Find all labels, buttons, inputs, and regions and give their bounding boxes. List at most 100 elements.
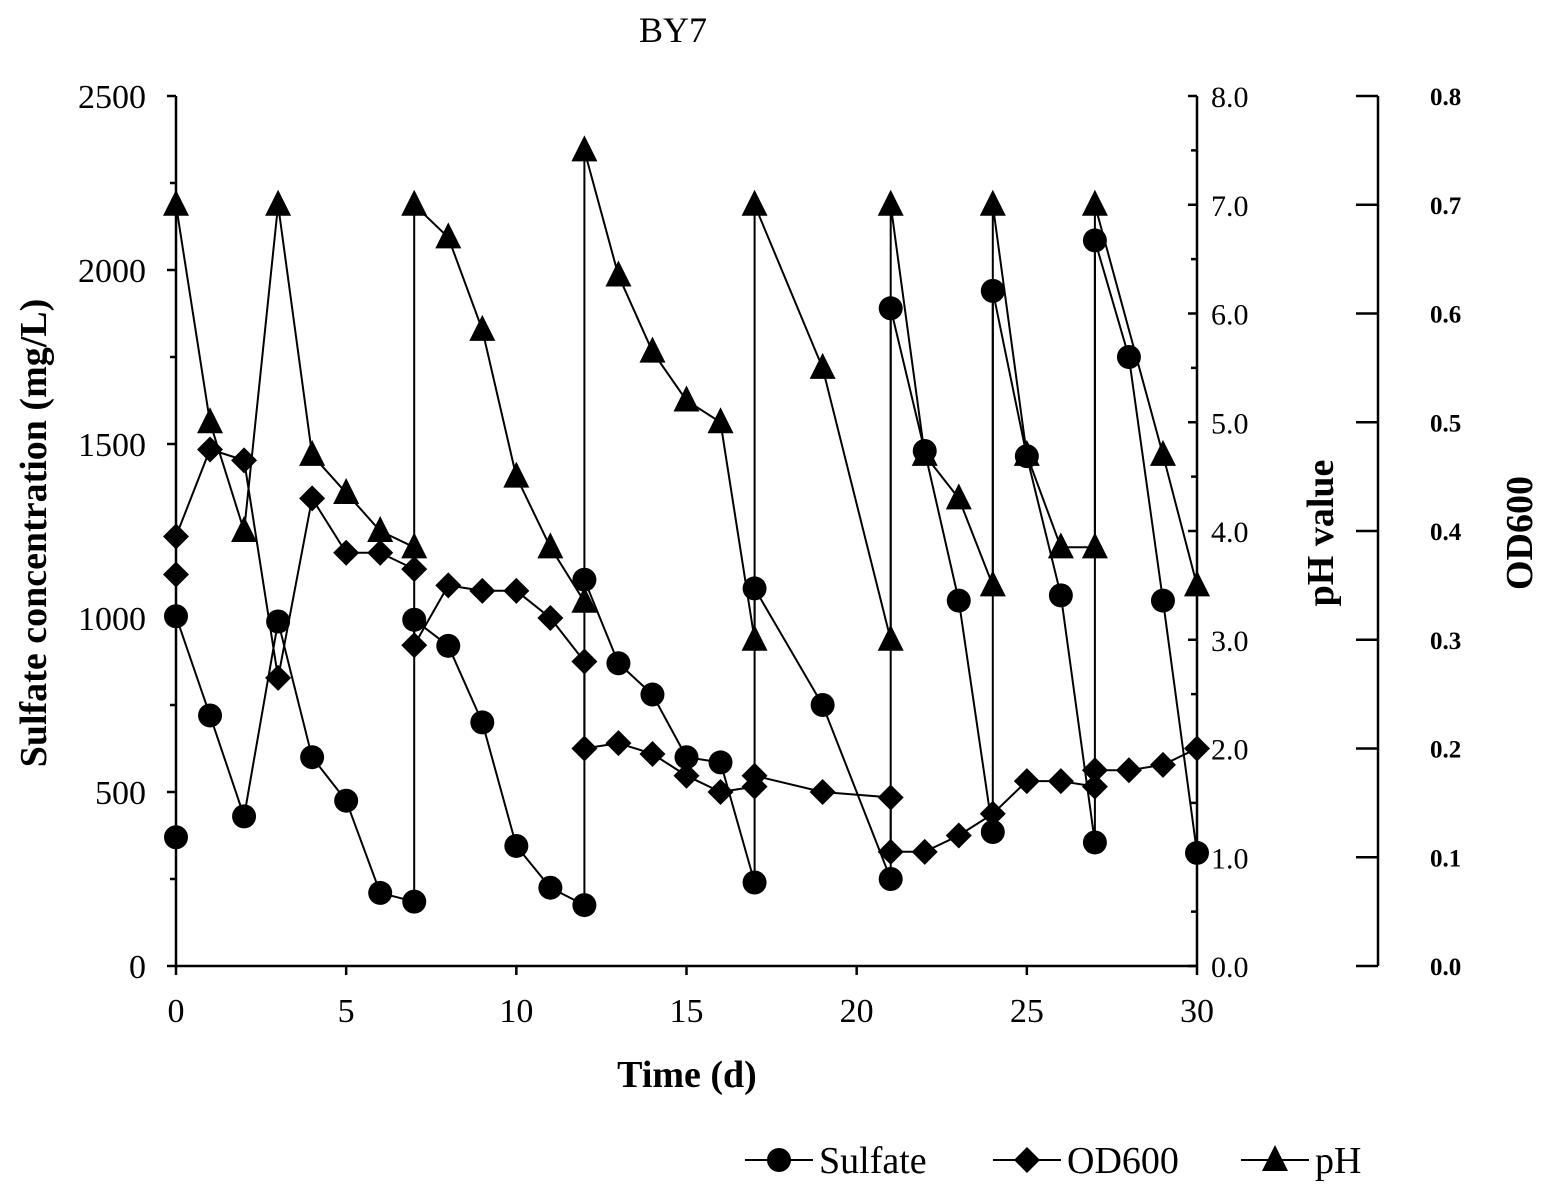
sulfate-point [368,880,393,905]
y-tick-label-far-right: 0.1 [1430,845,1461,872]
od600-point [163,523,189,550]
sulfate-point [1048,583,1073,608]
ph-point [673,385,700,412]
legend-label-sulfate: Sulfate [819,1140,927,1182]
legend-label-ph: pH [1315,1140,1361,1182]
x-tick-label: 15 [670,993,704,1030]
sulfate-point [742,870,767,895]
od600-point [877,784,904,811]
sulfate-point [810,693,835,717]
legend: Sulfate OD600 pH [745,1140,1361,1182]
sulfate-point [640,682,665,707]
sulfate-point [606,651,631,676]
od600-point [945,822,972,849]
ph-point [979,570,1006,597]
ph-point [163,189,189,216]
sulfate-point [164,825,188,850]
ph-point [571,586,598,613]
ph-point [979,189,1006,216]
ph-point [503,461,530,488]
ph-series [163,135,1210,651]
sulfate-point [674,745,699,770]
od600-point [1081,757,1108,784]
x-tick-label: 25 [1010,993,1044,1030]
ph-point [401,189,428,216]
legend-marker-ph [1262,1145,1288,1171]
axes: 0 500 1000 1500 2000 2500 0 5 10 15 20 25 30 0.0 1.0 2.… [78,79,1462,1030]
sulfate-point [1150,588,1175,613]
od600-point [1149,751,1176,778]
od600-point [571,648,598,675]
sulfate-point [538,875,563,900]
od600-point [265,664,292,691]
od600-point [401,556,428,583]
ph-point [469,314,496,341]
ph-line [175,150,1198,641]
od600-point [605,730,632,757]
od600-point [1184,735,1210,762]
y-tick-label-far-right: 0.5 [1430,410,1461,437]
y-tick-label-left: 0 [129,949,146,986]
ph-point [401,532,428,559]
od600-point [299,485,326,512]
x-tick-label: 20 [840,993,874,1030]
sulfate-point [980,820,1005,845]
od600-point [979,800,1006,827]
sulfate-point [334,788,359,813]
x-axis-label: Time (d) [617,1054,757,1096]
od600-point [231,447,258,474]
ph-point [1149,439,1176,466]
y-tick-label-far-right: 0.4 [1430,519,1462,546]
od600-point [741,762,768,789]
x-tick-label: 0 [168,993,185,1030]
od600-point [1013,768,1040,795]
legend-item-od600: OD600 [993,1140,1179,1182]
ph-point [877,189,904,216]
y-tick-label-right: 1.0 [1211,842,1249,875]
sulfate-point [470,710,495,735]
od600-point [911,838,938,865]
od600-point [707,779,734,805]
od600-point [333,539,360,566]
y-axis-label-far-right: OD600 [1499,476,1541,590]
od600-point [163,561,189,588]
sulfate-line [175,240,1198,907]
ph-point [1013,439,1040,466]
x-tick-label: 5 [338,993,355,1030]
od600-point [673,762,700,789]
ph-point [1184,570,1210,597]
sulfate-point [164,604,188,629]
y-tick-label-right: 0.0 [1211,951,1249,984]
sulfate-point [402,889,427,914]
od600-point [639,740,666,767]
ph-point [605,260,632,287]
od600-series [163,436,1210,865]
ph-point [265,189,292,216]
od600-point [571,735,598,762]
legend-item-sulfate: Sulfate [745,1140,927,1182]
y-tick-label-far-right: 0.3 [1430,628,1461,655]
ph-point [1081,189,1108,216]
ph-point [1081,532,1108,559]
sulfate-point [946,588,971,613]
y-tick-label-far-right: 0.7 [1430,193,1461,220]
sulfate-point [436,633,461,658]
y-tick-label-left: 2500 [78,79,146,116]
sulfate-point [504,833,529,858]
x-tick-label: 30 [1180,993,1214,1030]
sulfate-point [1082,830,1107,855]
sulfate-point [1185,840,1209,865]
sulfate-point [198,703,223,728]
y-tick-label-right: 8.0 [1211,81,1249,114]
chart-title: BY7 [639,10,707,50]
ph-point [333,477,360,504]
ph-point [367,516,394,542]
ph-point [537,532,564,559]
od600-point [1081,773,1108,800]
legend-item-ph: pH [1241,1140,1361,1182]
sulfate-point [708,750,733,775]
ph-point [741,189,768,216]
y-tick-label-far-right: 0.6 [1430,302,1461,329]
x-tick-label: 10 [499,993,533,1030]
